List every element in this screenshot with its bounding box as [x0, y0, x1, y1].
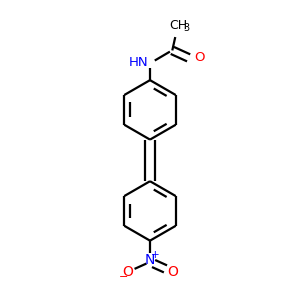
Text: O: O — [194, 51, 205, 64]
Text: −: − — [118, 272, 128, 282]
Text: O: O — [122, 266, 133, 280]
Text: +: + — [151, 250, 160, 260]
Text: HN: HN — [129, 56, 148, 69]
Text: 3: 3 — [183, 22, 189, 32]
Text: N: N — [145, 253, 155, 267]
Text: CH: CH — [169, 19, 187, 32]
Text: O: O — [167, 266, 178, 280]
